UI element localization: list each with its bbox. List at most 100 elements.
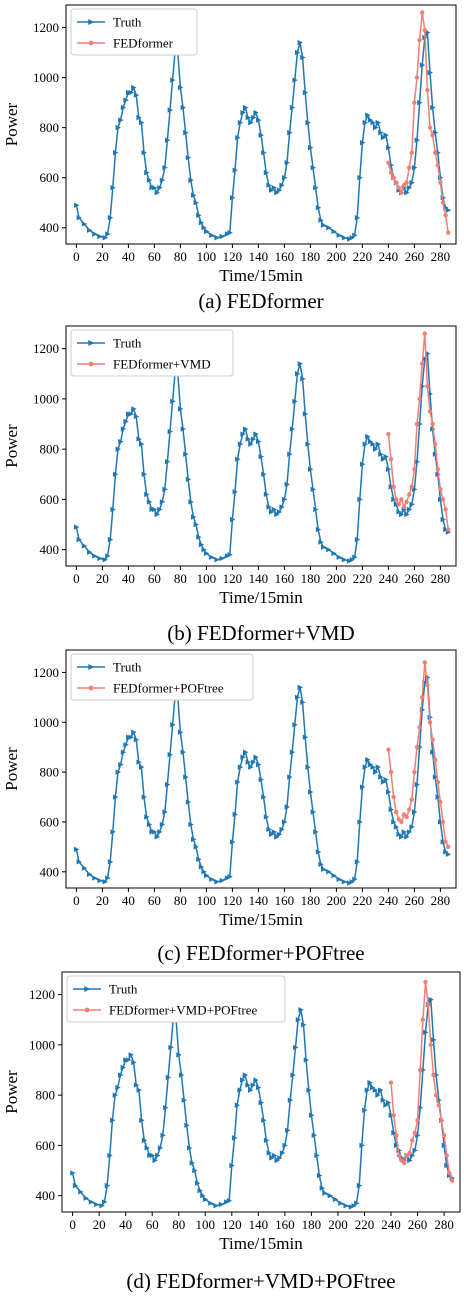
- x-tick-label: 240: [379, 571, 399, 586]
- data-point: [157, 184, 163, 191]
- data-point: [139, 764, 145, 770]
- data-point: [386, 466, 392, 472]
- data-point: [430, 737, 435, 742]
- data-point: [219, 877, 225, 884]
- data-point: [378, 451, 384, 457]
- data-point: [209, 554, 215, 560]
- data-point: [431, 1037, 437, 1043]
- x-tick-label: 220: [353, 249, 373, 264]
- data-point: [219, 233, 225, 240]
- data-point: [414, 781, 420, 788]
- x-tick-label: 220: [353, 893, 373, 908]
- data-point: [170, 722, 176, 728]
- data-point: [188, 499, 194, 505]
- data-point: [383, 453, 389, 460]
- data-point: [393, 824, 400, 830]
- data-point: [360, 461, 366, 467]
- data-point: [198, 220, 205, 226]
- data-point: [105, 875, 111, 881]
- data-point: [157, 1145, 164, 1151]
- data-point: [295, 694, 301, 701]
- data-point: [201, 225, 207, 231]
- data-point: [287, 451, 293, 457]
- data-point: [420, 361, 425, 366]
- data-point: [263, 814, 270, 820]
- data-point: [422, 331, 427, 336]
- data-point: [435, 162, 440, 168]
- data-point: [308, 144, 314, 151]
- data-point: [183, 774, 189, 780]
- data-point: [110, 829, 116, 835]
- data-point: [141, 794, 147, 800]
- data-point: [194, 1180, 201, 1186]
- data-point: [157, 506, 163, 513]
- data-point: [445, 207, 452, 213]
- x-axis-label: Time/15min: [219, 910, 303, 929]
- data-point: [336, 232, 342, 238]
- series-truth: [74, 350, 452, 564]
- data-point: [425, 87, 430, 93]
- data-point: [167, 428, 173, 435]
- data-point: [388, 806, 394, 813]
- data-point: [435, 467, 440, 472]
- data-point: [380, 1097, 387, 1103]
- data-point: [412, 164, 418, 171]
- data-point: [322, 1190, 328, 1196]
- data-point: [258, 776, 264, 783]
- y-axis-label: Power: [2, 747, 21, 791]
- legend-label: Truth: [113, 336, 142, 351]
- data-point: [383, 776, 389, 783]
- data-point: [271, 1152, 278, 1159]
- data-point: [255, 1084, 262, 1091]
- x-tick-label: 120: [222, 1217, 242, 1232]
- data-point: [253, 431, 259, 437]
- y-tick-label: 600: [40, 814, 60, 829]
- x-tick-label: 80: [174, 893, 187, 908]
- series-prediction: [388, 979, 455, 1183]
- data-point: [303, 1057, 310, 1063]
- x-tick-label: 40: [122, 249, 135, 264]
- data-point: [341, 557, 348, 563]
- data-point: [391, 484, 396, 490]
- data-point: [227, 551, 233, 558]
- data-point: [128, 1052, 134, 1058]
- data-point: [378, 1087, 384, 1093]
- data-point: [178, 406, 184, 412]
- data-point: [430, 104, 436, 111]
- data-point: [310, 486, 316, 493]
- data-point: [112, 1092, 119, 1098]
- data-point: [375, 441, 381, 447]
- data-point: [107, 859, 114, 865]
- data-point: [391, 1130, 397, 1136]
- data-point: [115, 446, 121, 452]
- data-point: [123, 742, 129, 748]
- legend-marker: [88, 663, 95, 671]
- x-tick-label: 80: [174, 571, 187, 586]
- data-point: [76, 215, 82, 221]
- x-tick-label: 40: [119, 1217, 132, 1232]
- data-point: [179, 1072, 185, 1078]
- data-point: [293, 1044, 299, 1051]
- data-point: [375, 1092, 381, 1098]
- data-point: [332, 1196, 339, 1203]
- data-point: [196, 534, 202, 540]
- x-tick-label: 80: [172, 1217, 185, 1232]
- data-point: [331, 228, 337, 235]
- data-point: [386, 144, 392, 151]
- data-point: [198, 864, 205, 870]
- x-tick-label: 20: [96, 249, 109, 264]
- data-point: [120, 426, 127, 432]
- data-point: [356, 1182, 363, 1189]
- data-point: [102, 235, 108, 241]
- data-point: [198, 541, 205, 548]
- plot-frame: [65, 649, 457, 889]
- data-point: [407, 1157, 413, 1164]
- data-point: [180, 426, 186, 432]
- data-point: [352, 876, 358, 882]
- data-point: [88, 1199, 95, 1205]
- data-point: [128, 734, 134, 740]
- data-point: [287, 1097, 294, 1103]
- x-tick-label: 200: [327, 249, 347, 264]
- data-point: [154, 189, 160, 196]
